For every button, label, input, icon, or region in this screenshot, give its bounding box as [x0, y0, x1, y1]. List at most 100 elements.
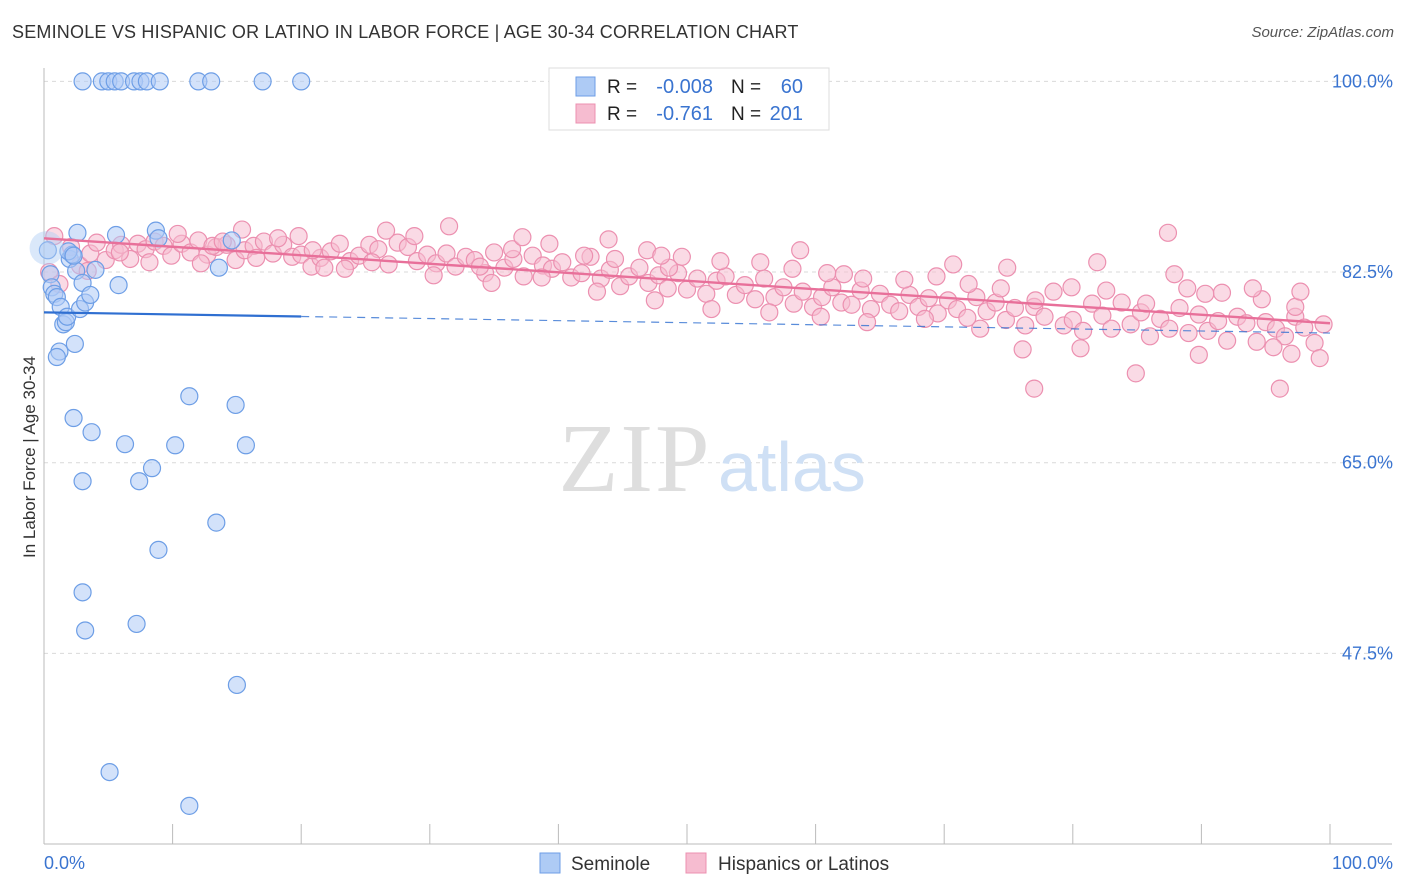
axes [43, 68, 1392, 845]
hispanic-point [1196, 284, 1215, 303]
stats-r-value: -0.008 [656, 76, 713, 98]
hispanic-point [553, 253, 572, 272]
hispanic-point [1305, 333, 1324, 352]
chart-source: Source: ZipAtlas.com [1251, 24, 1394, 41]
hispanic-point [482, 273, 501, 293]
seminole-point [47, 347, 66, 367]
hispanic-point [1062, 278, 1081, 297]
hispanic-point [1158, 223, 1178, 242]
seminole-point-cluster [29, 231, 64, 266]
y-tick-label: 82.5% [1342, 262, 1393, 282]
hispanic-point [1102, 319, 1121, 338]
hispanic-point [1121, 315, 1140, 334]
legend-swatch-hispanic [685, 852, 707, 874]
seminole-point [227, 675, 246, 695]
hispanic-point [1189, 345, 1208, 364]
y-tick-label: 100.0% [1332, 71, 1393, 91]
hispanic-point [895, 270, 914, 289]
seminole-point [73, 583, 92, 602]
hispanic-point [540, 234, 559, 253]
y-tick-label: 65.0% [1342, 453, 1393, 473]
hispanic-point [335, 259, 355, 278]
stats-legend-swatch [575, 103, 596, 124]
hispanic-point [437, 244, 456, 263]
hispanic-point [1264, 338, 1283, 357]
hispanic-point [1275, 327, 1295, 346]
hispanic-point [268, 229, 288, 248]
seminole-point [222, 231, 241, 250]
hispanic-point [1165, 265, 1184, 284]
hispanic-point [1140, 327, 1160, 346]
seminole-point [109, 276, 128, 295]
hispanic-point [857, 313, 877, 332]
legend-label-seminole: Seminole [571, 854, 650, 875]
hispanic-point [605, 249, 625, 269]
series-seminole-points [29, 72, 311, 815]
hispanic-point [140, 253, 159, 272]
hispanic-point [818, 264, 837, 283]
hispanic-point [379, 255, 398, 274]
hispanic-point [842, 295, 861, 314]
hispanic-point [688, 269, 707, 288]
watermark-zip: ZIP [559, 405, 712, 513]
seminole-point [82, 423, 101, 442]
x-tick-label-left: 0.0% [44, 853, 85, 873]
seminole-point [149, 540, 168, 559]
hispanic-point [1035, 307, 1054, 326]
seminole-point [142, 459, 162, 478]
hispanic-point [1160, 319, 1179, 338]
watermark-atlas: atlas [718, 428, 866, 506]
hispanic-point [303, 241, 322, 260]
seminole-point [115, 435, 135, 454]
seminole-point [100, 762, 119, 782]
seminole-point [166, 436, 185, 455]
hispanic-point [834, 265, 853, 284]
hispanic-point [439, 217, 459, 236]
seminole-point [81, 285, 100, 305]
hispanic-point [514, 267, 533, 286]
chart-title: SEMINOLE VS HISPANIC OR LATINO IN LABOR … [12, 22, 799, 42]
hispanic-point [485, 243, 504, 262]
x-tick-label-right: 100.0% [1332, 853, 1393, 873]
hispanic-point [315, 258, 334, 277]
hispanic-point [1013, 340, 1032, 359]
hispanic-point [1218, 331, 1237, 350]
hispanic-point [958, 308, 977, 327]
seminole-point [64, 408, 83, 428]
hispanic-point [751, 253, 770, 272]
hispanic-point [1025, 379, 1044, 398]
hispanic-point [1044, 282, 1063, 301]
hispanic-point [645, 291, 664, 310]
hispanic-point [971, 319, 990, 338]
hispanic-point [1179, 323, 1198, 343]
y-axis-label: In Labor Force | Age 30-34 [20, 356, 39, 558]
seminole-point [73, 72, 92, 91]
gridlines [44, 80, 1392, 654]
hispanic-point [1178, 279, 1197, 298]
seminole-point [86, 260, 105, 279]
stats-r-label: R = [607, 77, 637, 98]
hispanic-point [658, 279, 677, 298]
seminole-trend-solid [43, 311, 302, 318]
seminole-point [127, 614, 146, 634]
hispanic-point [1026, 291, 1045, 310]
seminole-point [202, 72, 221, 91]
seminole-point [76, 621, 95, 640]
hispanic-point [944, 255, 963, 274]
stats-n-value: 60 [781, 76, 803, 98]
seminole-trend-dashed [301, 315, 1331, 334]
hispanic-point [1097, 281, 1116, 300]
hispanic-point [575, 246, 594, 265]
hispanic-point [915, 309, 935, 328]
trend-lines [43, 237, 1331, 334]
hispanic-point [1286, 297, 1305, 317]
seminole-point [64, 246, 83, 265]
hispanic-point [191, 254, 210, 273]
stats-legend: R = -0.008 N = 60 R = -0.761 N = 201 [548, 67, 830, 131]
hispanic-point [811, 307, 830, 326]
seminole-point [149, 229, 168, 248]
hispanic-point [587, 282, 607, 301]
hispanic-point [711, 252, 730, 271]
hispanic-point [959, 274, 978, 294]
